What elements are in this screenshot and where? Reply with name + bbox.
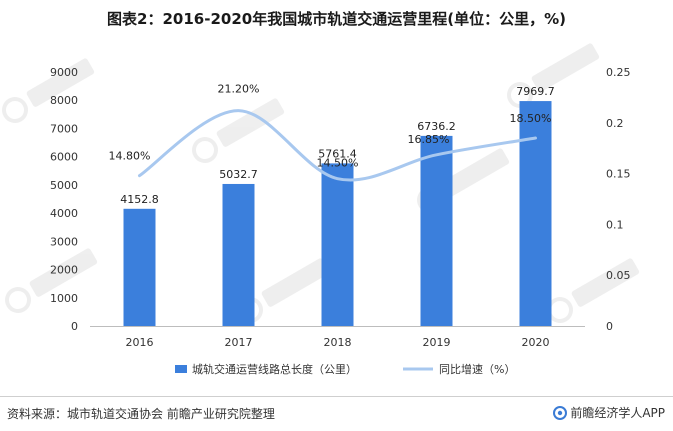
chart-title: 图表2：2016-2020年我国城市轨道交通运营里程(单位：公里，%): [107, 10, 566, 28]
bar-value-label: 5761.4: [318, 147, 357, 160]
right-axis-tick-label: 0.15: [606, 168, 631, 181]
footer: 资料来源：城市轨道交通协会 前瞻产业研究院整理 前瞻经济学人APP: [0, 396, 673, 431]
x-axis-tick-label: 2020: [522, 336, 550, 349]
bar-value-label: 5032.7: [219, 168, 258, 181]
left-axis-tick-label: 0: [71, 320, 78, 333]
bar-labels: 4152.8 5032.7 5761.4 6736.2 7969.7: [120, 85, 555, 206]
left-axis-tick-label: 6000: [50, 151, 78, 164]
bar-value-label: 7969.7: [516, 85, 555, 98]
left-axis-tick-label: 8000: [50, 94, 78, 107]
growth-rate-label: 18.50%: [510, 112, 552, 125]
growth-rate-line: [138, 109, 537, 182]
legend-line-label: 同比增速（%）: [439, 362, 515, 376]
x-axis: 2016 2017 2018 2019 2020: [90, 326, 585, 349]
bar-value-label: 4152.8: [120, 193, 159, 206]
legend: 城轨交通运营线路总长度（公里） 同比增速（%）: [175, 362, 515, 376]
watermark-logo: [192, 98, 285, 163]
watermark-logo: [1, 58, 95, 123]
watermark-logo: [4, 248, 98, 313]
bar-2017: [222, 183, 255, 326]
source-note: 资料来源：城市轨道交通协会 前瞻产业研究院整理: [7, 407, 275, 421]
left-axis-tick-label: 7000: [50, 122, 78, 135]
bar-2019: [420, 135, 453, 326]
left-axis-tick-label: 3000: [50, 235, 78, 248]
left-axis-tick-label: 1000: [50, 292, 78, 305]
right-axis-tick-label: 0: [606, 320, 613, 333]
brand-text: 前瞻经济学人APP: [570, 406, 665, 420]
brand-badge: 前瞻经济学人APP: [553, 404, 665, 421]
watermark-logo: [547, 258, 640, 323]
growth-rate-label: 14.80%: [109, 150, 151, 163]
line-series: [138, 109, 537, 182]
right-axis-tick-label: 0.05: [606, 269, 631, 282]
right-axis-tick-label: 0.1: [606, 218, 624, 231]
x-axis-tick-label: 2016: [126, 336, 154, 349]
growth-rate-label: 14.50%: [317, 157, 359, 170]
left-axis: 0 1000 2000 3000 4000 5000 6000 7000 8000 9000: [50, 66, 78, 333]
left-axis-tick-label: 4000: [50, 207, 78, 220]
left-axis-tick-label: 5000: [50, 179, 78, 192]
bar-value-label: 6736.2: [417, 120, 456, 133]
left-axis-tick-label: 2000: [50, 264, 78, 277]
rate-labels: 14.80% 21.20% 14.50% 16.85% 18.50%: [109, 83, 552, 170]
right-axis-tick-label: 0.2: [606, 117, 624, 130]
watermark-logo: [507, 43, 600, 108]
legend-bar-swatch: [175, 365, 187, 373]
bar-2020: [519, 101, 552, 326]
x-axis-tick-label: 2018: [324, 336, 352, 349]
x-axis-tick-label: 2019: [423, 336, 451, 349]
x-axis-tick-label: 2017: [225, 336, 253, 349]
growth-rate-label: 16.85%: [408, 133, 450, 146]
bar-2018: [321, 163, 354, 326]
brand-logo-icon: [553, 405, 568, 420]
right-axis-tick-label: 0.25: [606, 66, 631, 79]
legend-bar-label: 城轨交通运营线路总长度（公里）: [192, 362, 357, 376]
left-axis-tick-label: 9000: [50, 66, 78, 79]
right-axis: 0 0.05 0.1 0.15 0.2 0.25: [606, 66, 631, 333]
bar-2016: [123, 208, 156, 326]
growth-rate-label: 21.20%: [218, 83, 260, 96]
